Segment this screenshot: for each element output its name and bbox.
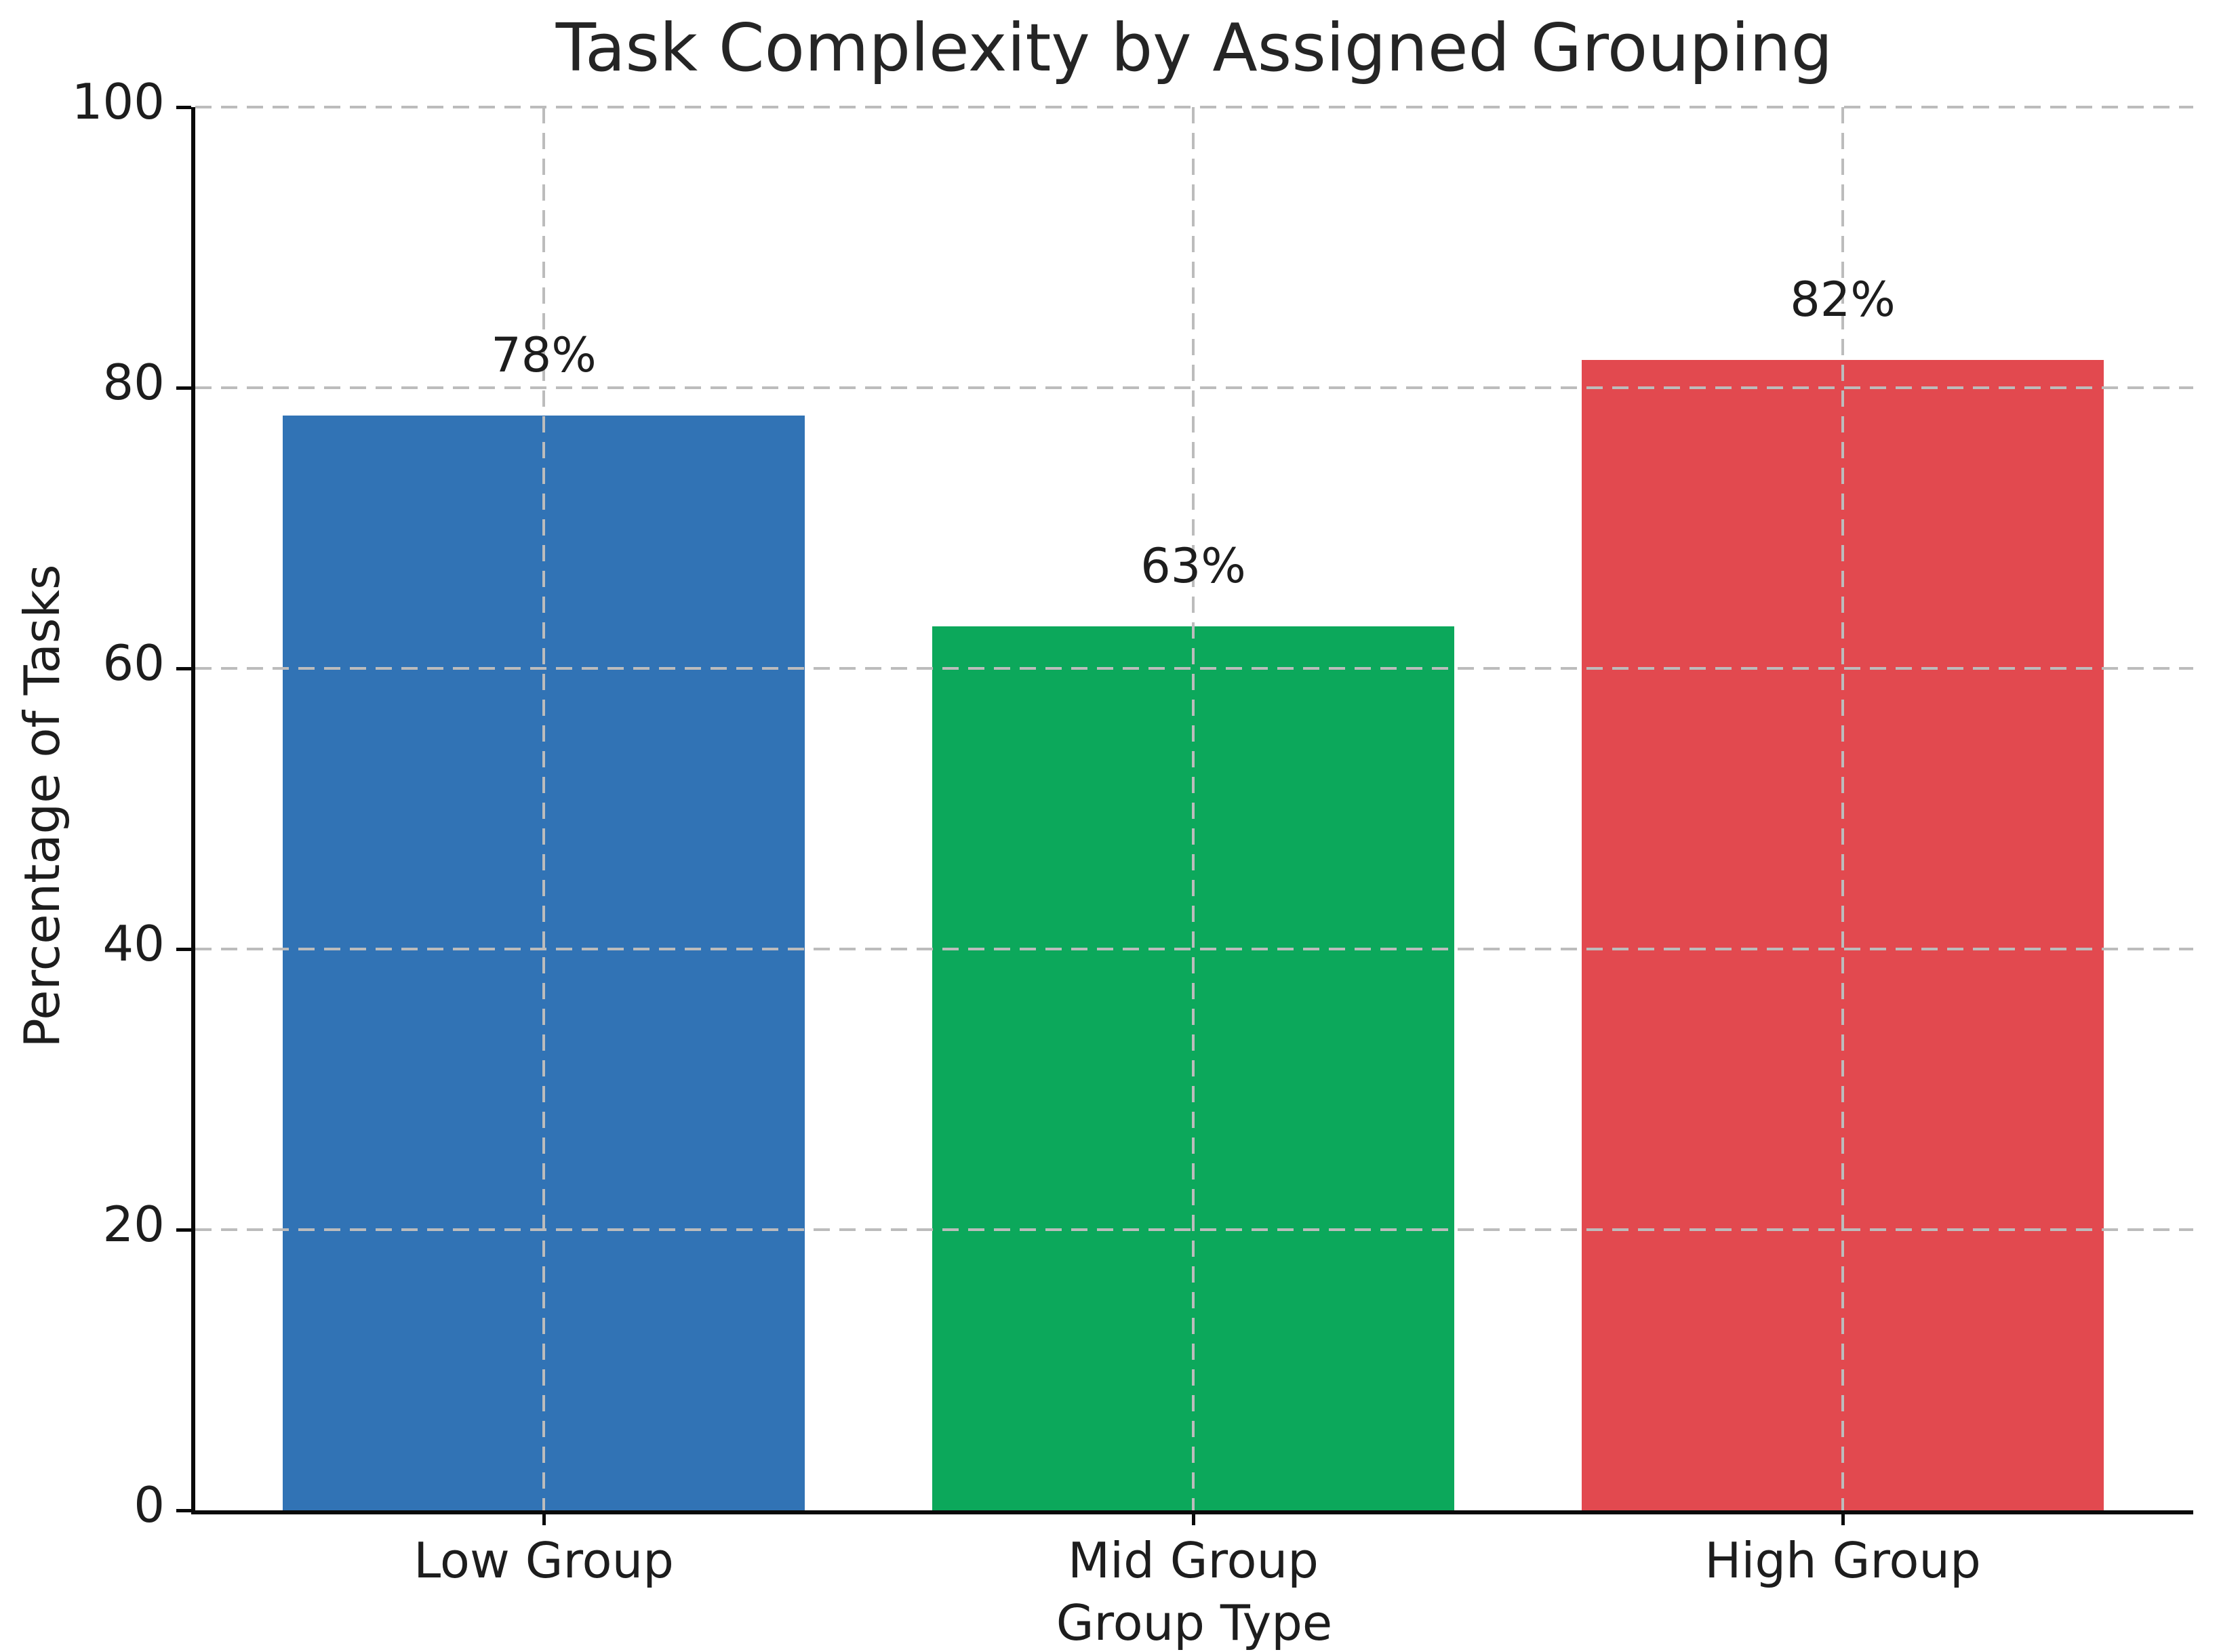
y-tick-mark xyxy=(176,106,191,109)
x-tick-mark xyxy=(1192,1510,1195,1525)
chart-title: Task Complexity by Assigned Grouping xyxy=(555,9,1833,86)
y-tick-mark xyxy=(176,386,191,390)
x-tick-label-high-group: High Group xyxy=(1704,1532,1981,1589)
x-axis-label: Group Type xyxy=(1056,1594,1333,1651)
y-tick-mark xyxy=(176,667,191,670)
bar-value-label: 82% xyxy=(1790,271,1896,327)
y-tick-label: 0 xyxy=(134,1476,165,1533)
y-tick-mark xyxy=(176,1228,191,1232)
y-tick-mark xyxy=(176,948,191,951)
y-tick-mark xyxy=(176,1509,191,1512)
gridline-x-2 xyxy=(1841,107,1844,1510)
x-tick-mark xyxy=(542,1510,546,1525)
y-axis-spine xyxy=(191,107,195,1514)
x-tick-label-mid-group: Mid Group xyxy=(1068,1532,1319,1589)
x-tick-mark xyxy=(1841,1510,1845,1525)
y-tick-label: 80 xyxy=(102,354,165,411)
plot-area: 78% 63% 82% xyxy=(191,106,2193,1514)
gridline-x-0 xyxy=(542,107,545,1510)
bar-value-label: 63% xyxy=(1140,538,1246,594)
y-tick-label: 40 xyxy=(102,915,165,972)
y-tick-label: 60 xyxy=(102,634,165,691)
x-tick-label-low-group: Low Group xyxy=(414,1532,674,1589)
gridline-x-1 xyxy=(1192,107,1195,1510)
y-axis-label-text: Percentage of Tasks xyxy=(14,564,71,1048)
x-axis-spine xyxy=(191,1510,2193,1514)
y-tick-label: 20 xyxy=(102,1196,165,1253)
bar-value-label: 78% xyxy=(491,327,597,384)
y-tick-label: 100 xyxy=(71,73,165,130)
